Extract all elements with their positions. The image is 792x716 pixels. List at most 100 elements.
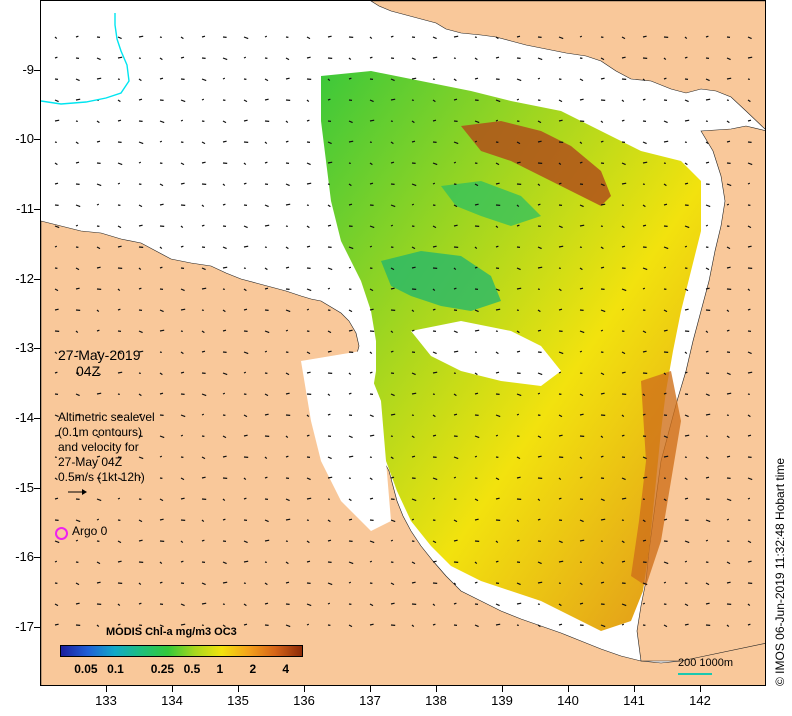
velocity-arrow xyxy=(663,624,668,628)
velocity-arrow xyxy=(579,413,584,416)
velocity-arrow xyxy=(201,141,206,145)
velocity-arrow xyxy=(243,414,248,418)
velocity-arrow xyxy=(642,161,648,164)
velocity-arrow xyxy=(705,476,710,479)
velocity-arrow xyxy=(411,140,416,143)
velocity-arrow xyxy=(138,393,142,397)
lat-tick xyxy=(34,348,40,350)
velocity-arrow xyxy=(117,56,123,59)
velocity-arrow xyxy=(54,414,59,418)
velocity-arrow xyxy=(684,623,689,626)
velocity-arrow xyxy=(516,204,520,208)
velocity-arrow xyxy=(453,287,457,290)
velocity-arrow xyxy=(117,288,121,292)
velocity-arrow xyxy=(327,519,331,523)
velocity-arrow xyxy=(411,518,415,521)
velocity-arrow xyxy=(285,140,289,143)
velocity-arrow xyxy=(579,35,583,38)
velocity-arrow xyxy=(138,519,143,523)
velocity-arrow xyxy=(222,372,228,376)
velocity-arrow xyxy=(75,413,81,416)
velocity-arrow xyxy=(369,162,373,166)
velocity-arrow xyxy=(327,539,332,542)
lat-tick xyxy=(34,69,40,71)
velocity-arrow xyxy=(180,99,186,103)
low-chl-patch xyxy=(381,251,501,311)
velocity-arrow xyxy=(600,120,604,124)
velocity-arrow xyxy=(201,539,205,542)
velocity-arrow xyxy=(264,78,269,82)
velocity-arrow xyxy=(747,245,752,248)
velocity-arrow xyxy=(495,414,501,418)
velocity-arrow xyxy=(138,476,142,479)
velocity-arrow xyxy=(558,540,563,544)
velocity-arrow xyxy=(222,266,228,269)
colorbar-tick-label: 1 xyxy=(216,662,224,676)
velocity-arrow xyxy=(138,98,143,101)
velocity-arrow xyxy=(201,393,207,397)
velocity-arrow xyxy=(432,540,437,544)
velocity-arrow xyxy=(159,581,163,584)
velocity-arrow xyxy=(96,140,101,143)
velocity-arrow xyxy=(54,36,58,40)
velocity-arrow xyxy=(495,56,500,59)
velocity-arrow xyxy=(516,539,520,542)
velocity-arrow xyxy=(243,162,247,166)
velocity-arrow xyxy=(747,603,751,607)
velocity-arrow xyxy=(747,351,752,355)
velocity-arrow xyxy=(390,582,395,586)
velocity-arrow xyxy=(222,203,226,206)
velocity-arrow xyxy=(642,456,647,460)
velocity-arrow xyxy=(306,540,310,544)
velocity-arrow xyxy=(516,267,521,271)
velocity-arrow xyxy=(579,582,583,586)
velocity-arrow xyxy=(495,308,501,311)
velocity-arrow xyxy=(432,560,437,563)
velocity-arrow xyxy=(306,560,311,563)
velocity-arrow xyxy=(369,540,375,544)
velocity-arrow xyxy=(453,78,457,82)
lat-tick-label: -12 xyxy=(15,270,34,286)
colorbar xyxy=(60,645,303,657)
velocity-arrow xyxy=(390,287,395,290)
lat-tick-label: -17 xyxy=(15,618,34,634)
chlorophyll-map[interactable] xyxy=(41,1,766,686)
velocity-arrow xyxy=(159,435,165,439)
velocity-arrow xyxy=(558,414,563,418)
velocity-arrow xyxy=(159,77,164,80)
velocity-arrow xyxy=(516,287,522,290)
velocity-arrow xyxy=(243,36,249,40)
lon-tick xyxy=(502,686,503,692)
velocity-arrow xyxy=(495,434,499,437)
lat-tick xyxy=(34,278,40,280)
velocity-arrow xyxy=(684,162,688,166)
velocity-arrow xyxy=(684,434,690,437)
velocity-arrow xyxy=(285,203,291,206)
velocity-arrow xyxy=(726,57,731,61)
velocity-arrow xyxy=(474,372,478,376)
velocity-arrow xyxy=(159,329,165,332)
velocity-arrow xyxy=(705,224,709,227)
velocity-arrow xyxy=(285,120,289,124)
velocity-arrow xyxy=(75,519,81,523)
velocity-arrow xyxy=(201,519,205,523)
velocity-arrow xyxy=(726,120,730,124)
velocity-arrow xyxy=(222,392,226,395)
velocity-arrow xyxy=(180,497,185,500)
velocity-arrow xyxy=(159,518,164,521)
velocity-arrow xyxy=(96,77,102,80)
velocity-arrow xyxy=(432,603,436,607)
velocity-arrow xyxy=(411,120,415,124)
velocity-arrow xyxy=(663,329,668,332)
velocity-arrow xyxy=(285,455,289,458)
reference-arrow-icon xyxy=(68,489,87,495)
velocity-arrow xyxy=(327,141,332,145)
argo-label: Argo 0 xyxy=(72,524,108,538)
velocity-arrow xyxy=(159,246,163,250)
velocity-arrow xyxy=(348,246,354,250)
velocity-arrow xyxy=(474,581,478,584)
velocity-arrow xyxy=(747,288,751,292)
velocity-arrow xyxy=(579,224,585,227)
velocity-arrow xyxy=(705,330,709,334)
velocity-arrow xyxy=(726,435,730,439)
